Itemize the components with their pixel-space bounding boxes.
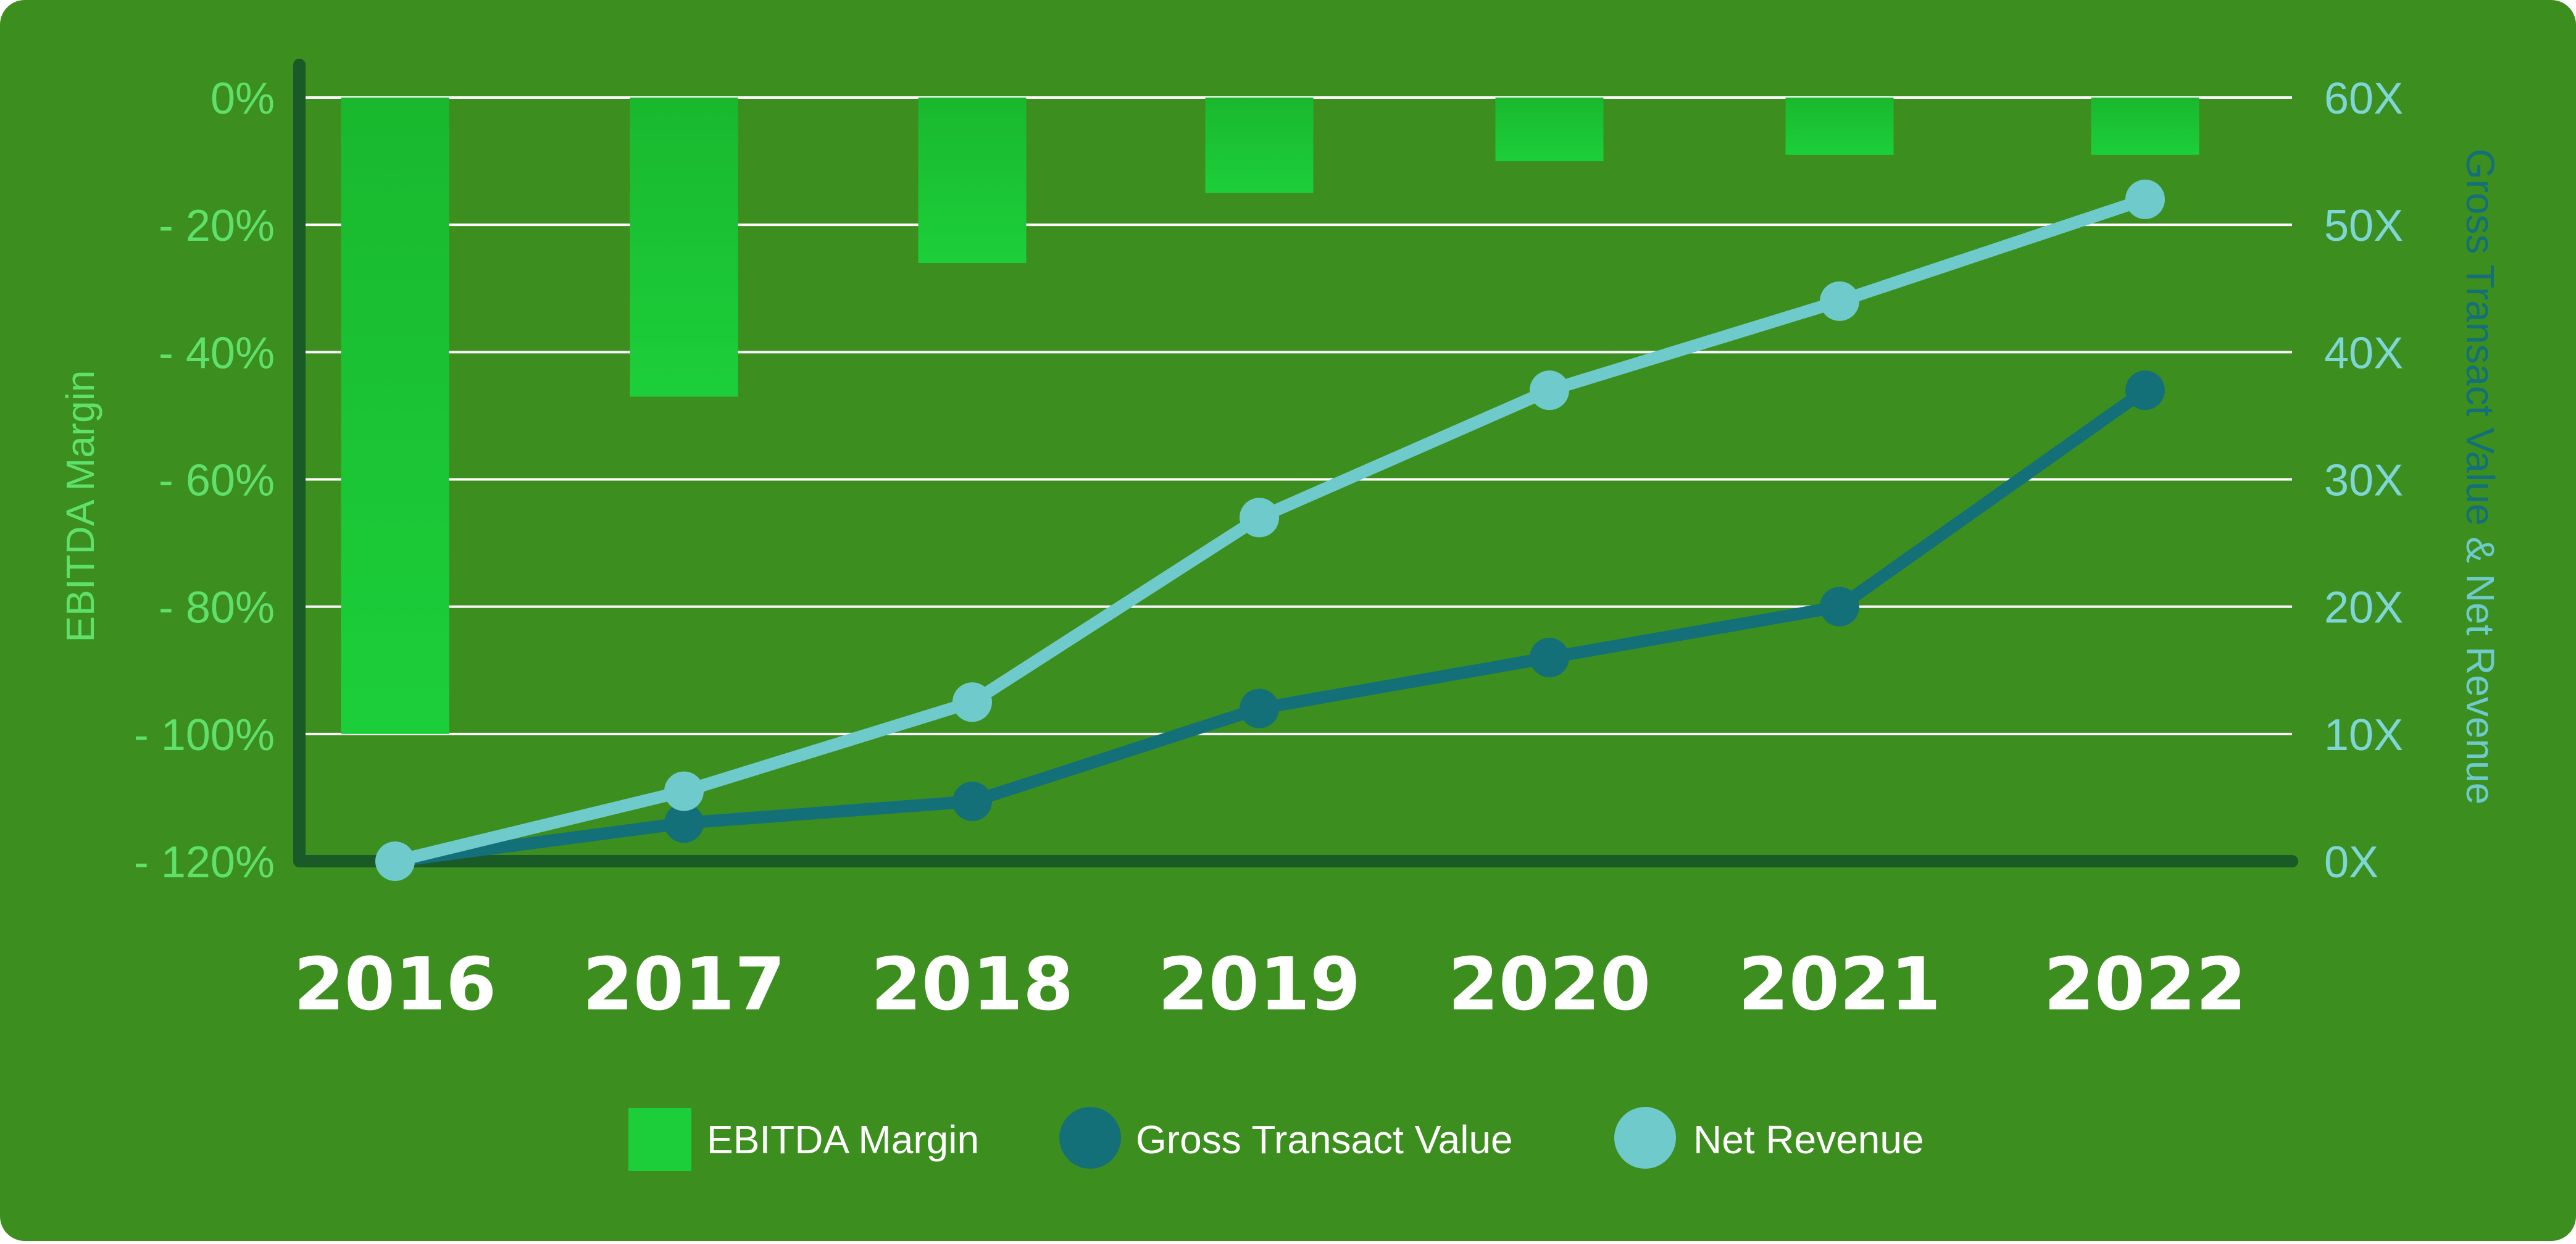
legend-label-gtv: Gross Transact Value	[1136, 1117, 1513, 1162]
bar-ebitda-2018	[918, 98, 1027, 264]
left-tick-label: - 40%	[159, 328, 275, 378]
point-net-revenue-2017	[664, 771, 704, 811]
right-axis-title-part2: & Net Revenue	[2458, 525, 2503, 804]
bar-ebitda-2021	[1785, 98, 1894, 155]
right-tick-label: 60X	[2324, 74, 2403, 123]
point-gross-transact-value-2020	[1530, 638, 1569, 678]
legend: EBITDA Margin Gross Transact Value Net R…	[628, 1107, 1924, 1171]
x-tick-label-2019: 2019	[1158, 941, 1361, 1027]
point-gross-transact-value-2022	[2125, 370, 2165, 411]
right-tick-label: 50X	[2324, 201, 2403, 251]
legend-item-gtv: Gross Transact Value	[1059, 1107, 1513, 1169]
bar-ebitda-2017	[630, 98, 738, 397]
bar-ebitda-2016	[341, 98, 449, 734]
x-tick-label-2020: 2020	[1448, 941, 1651, 1027]
legend-swatch-gtv	[1059, 1107, 1121, 1169]
point-gross-transact-value-2019	[1240, 688, 1279, 728]
bar-ebitda-2019	[1205, 98, 1314, 193]
legend-label-net-revenue: Net Revenue	[1693, 1117, 1924, 1162]
point-net-revenue-2018	[952, 682, 992, 722]
right-tick-label: 10X	[2324, 711, 2403, 760]
left-tick-label: - 100%	[134, 711, 275, 760]
left-tick-label: - 120%	[134, 838, 275, 887]
x-tick-label-2017: 2017	[583, 941, 785, 1027]
left-tick-label: - 20%	[159, 201, 275, 251]
right-tick-label: 0X	[2324, 838, 2378, 887]
legend-item-ebitda: EBITDA Margin	[628, 1108, 979, 1171]
point-net-revenue-2016	[375, 841, 415, 881]
line-series	[375, 179, 2165, 881]
legend-item-net-revenue: Net Revenue	[1614, 1107, 1924, 1169]
left-axis-title: EBITDA Margin	[58, 370, 102, 642]
right-axis-title-part1: Gross Transact Value	[2458, 149, 2503, 526]
right-tick-label: 20X	[2324, 583, 2403, 633]
axes	[293, 59, 2298, 867]
x-axis-ticks: 2016 2017 2018 2019 2020 2021 2022	[294, 941, 2246, 1027]
right-tick-label: 40X	[2324, 328, 2403, 378]
left-axis-ticks: 0% - 20% - 40% - 60% - 80% - 100% - 120%	[134, 74, 275, 887]
left-tick-label: - 80%	[159, 583, 275, 633]
right-tick-label: 30X	[2324, 456, 2403, 506]
point-net-revenue-2021	[1820, 281, 1859, 321]
x-tick-label-2022: 2022	[2044, 941, 2246, 1027]
right-axis-ticks: 60X 50X 40X 30X 20X 10X 0X	[2324, 74, 2403, 887]
point-gross-transact-value-2017	[664, 803, 704, 843]
x-tick-label-2016: 2016	[294, 941, 496, 1027]
legend-swatch-net-revenue	[1614, 1107, 1676, 1169]
x-tick-label-2018: 2018	[871, 941, 1073, 1027]
point-gross-transact-value-2021	[1820, 587, 1859, 627]
left-tick-label: - 60%	[159, 456, 275, 506]
bar-series	[341, 98, 2199, 734]
point-gross-transact-value-2018	[952, 782, 992, 822]
point-net-revenue-2019	[1240, 498, 1279, 538]
x-tick-label-2021: 2021	[1738, 941, 1941, 1027]
legend-label-ebitda: EBITDA Margin	[707, 1117, 979, 1162]
bar-ebitda-2020	[1495, 98, 1604, 162]
left-tick-label: 0%	[210, 74, 275, 123]
right-axis-title: Gross Transact Value & Net Revenue	[2458, 149, 2503, 804]
point-net-revenue-2020	[1530, 370, 1569, 411]
legend-swatch-ebitda	[628, 1108, 691, 1171]
bar-ebitda-2022	[2091, 98, 2199, 155]
point-net-revenue-2022	[2125, 179, 2165, 219]
